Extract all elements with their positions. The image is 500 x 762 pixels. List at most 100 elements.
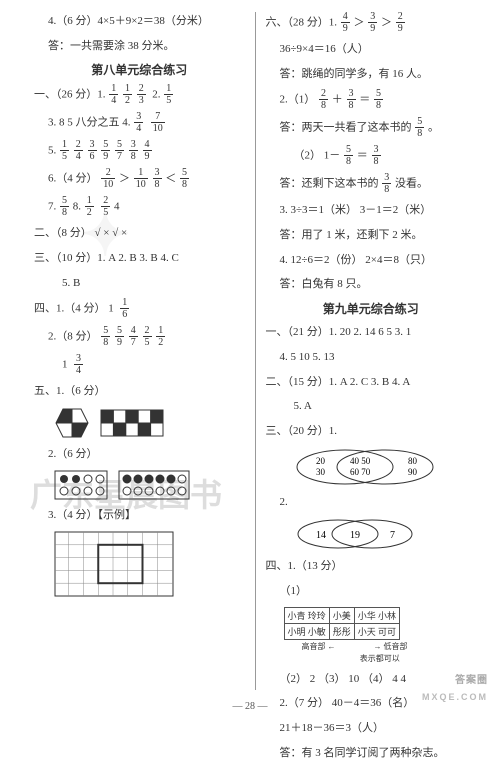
label: 8. bbox=[73, 201, 81, 213]
fraction: 49 bbox=[341, 12, 350, 34]
fraction: 23 bbox=[137, 84, 146, 106]
sec6-line: 六、（28 分）1. 49 ＞ 39 ＞ 29 bbox=[266, 12, 477, 34]
text-line: 一、（21 分）1. 20 2. 14 6 5 3. 1 bbox=[266, 323, 477, 342]
fraction: 710 bbox=[151, 112, 165, 134]
label: 没看。 bbox=[395, 178, 428, 190]
text-line: 答：有 3 名同学订阅了两种杂志。 bbox=[266, 744, 477, 762]
sec5-2-line: 2.（6 分） bbox=[34, 445, 245, 464]
fraction: 25 bbox=[143, 326, 152, 348]
table-cell: 小美 bbox=[329, 607, 354, 623]
table-cell: 彤彤 bbox=[329, 623, 354, 639]
fraction: 38 bbox=[382, 173, 391, 195]
fraction: 39 bbox=[368, 12, 377, 34]
text-line: 四、1.（13 分） bbox=[266, 557, 477, 576]
q7-line: 7. 58 8. 12 25 4 bbox=[34, 196, 245, 218]
page-container: 4.（6 分）4×5＋9×2＝38（分米） 答：一共需要涂 38 分米。 第八单… bbox=[0, 0, 500, 698]
venn-text: 60 70 bbox=[350, 467, 371, 477]
table-footer: 表示都可以 bbox=[284, 653, 477, 664]
sec5-line: 五、1.（6 分） bbox=[34, 382, 245, 401]
label: 6.（4 分） bbox=[48, 173, 98, 185]
shapes-row-1 bbox=[54, 407, 245, 439]
l6-line: （2） 1－ 58 ＝ 38 bbox=[266, 145, 477, 167]
venn-text: 40 50 bbox=[350, 456, 371, 466]
text-line: 5. A bbox=[266, 397, 477, 416]
label: 1 bbox=[62, 359, 68, 371]
fraction: 25 bbox=[101, 196, 110, 218]
venn-text: 20 bbox=[316, 456, 326, 466]
fraction: 59 bbox=[115, 326, 124, 348]
fraction: 58 bbox=[60, 196, 69, 218]
text-line: 4. 12÷6＝2（份） 2×4＝8（只） bbox=[266, 251, 477, 270]
left-column: 4.（6 分）4×5＋9×2＝38（分米） 答：一共需要涂 38 分米。 第八单… bbox=[28, 12, 256, 690]
text-line: 答：白兔有 8 只。 bbox=[266, 275, 477, 294]
right-column: 六、（28 分）1. 49 ＞ 39 ＞ 29 36÷9×4＝16（人） 答：跳… bbox=[256, 12, 483, 690]
unit9-title: 第九单元综合练习 bbox=[266, 300, 477, 317]
op: ＝ bbox=[359, 94, 370, 106]
text-line: 答：用了 1 米，还剩下 2 米。 bbox=[266, 226, 477, 245]
label: 六、（28 分）1. bbox=[266, 17, 338, 29]
text-line: （2） 2 （3） 10 （4） 4 4 bbox=[266, 670, 477, 689]
q5-line: 5. 15 24 36 59 57 38 49 bbox=[34, 140, 245, 162]
label: 答：还剩下这本书的 bbox=[280, 178, 379, 190]
text-line: （1） bbox=[266, 582, 477, 601]
fraction: 38 bbox=[372, 145, 381, 167]
fraction: 49 bbox=[143, 140, 152, 162]
text-line: 4. 5 10 5. 13 bbox=[266, 348, 477, 367]
label: 答：两天一共看了这本书的 bbox=[280, 122, 412, 134]
label: 5. bbox=[48, 145, 56, 157]
op: ＜ bbox=[165, 173, 176, 185]
fraction: 28 bbox=[319, 89, 328, 111]
fraction: 15 bbox=[60, 140, 69, 162]
sec4-2b-line: 1 34 bbox=[34, 354, 245, 376]
op: ＞ bbox=[354, 17, 365, 29]
l7-line: 答：还剩下这本书的 38 没看。 bbox=[266, 173, 477, 195]
venn-text: 30 bbox=[316, 467, 326, 477]
op: ＝ bbox=[357, 150, 368, 162]
q3-line: 3. 8 5 八分之五 4. 34 710 bbox=[34, 112, 245, 134]
table-cell: 小天 可可 bbox=[354, 623, 399, 639]
venn-text: 14 bbox=[316, 530, 326, 541]
grid-square-icon bbox=[54, 531, 174, 597]
text-line: 2.（7 分） 40－4＝36（名） bbox=[266, 694, 477, 713]
fraction: 12 bbox=[123, 84, 132, 106]
fraction: 12 bbox=[156, 326, 165, 348]
fraction: 58 bbox=[344, 145, 353, 167]
venn-diagram-1: 20 30 40 50 60 70 80 90 bbox=[290, 447, 477, 487]
label: 2.（1） bbox=[280, 94, 316, 106]
fraction: 34 bbox=[74, 354, 83, 376]
text-line: 二、（15 分）1. A 2. C 3. B 4. A bbox=[266, 373, 477, 392]
fraction: 57 bbox=[115, 140, 124, 162]
student-table: 小青 玲玲 小美 小华 小林 小明 小敏 彤彤 小天 可可 高音部 ← → 低音… bbox=[284, 607, 477, 664]
l4-line: 2.（1） 28 ＋ 38 ＝ 58 bbox=[266, 89, 477, 111]
grid-example bbox=[54, 531, 245, 597]
op: ＋ bbox=[332, 94, 343, 106]
text-line: 三、（20 分）1. bbox=[266, 422, 477, 441]
apples-box-icon bbox=[118, 470, 190, 500]
circles-box-icon bbox=[54, 470, 108, 500]
brace-label: 高音部 ← bbox=[284, 641, 354, 652]
fraction: 58 bbox=[101, 326, 110, 348]
fraction: 16 bbox=[120, 298, 129, 320]
sec3b-line: 5. B bbox=[34, 274, 245, 293]
label: 。 bbox=[428, 122, 439, 134]
venn-text: 90 bbox=[408, 467, 418, 477]
fraction: 38 bbox=[153, 168, 162, 190]
fraction: 58 bbox=[415, 117, 424, 139]
venn-text: 19 bbox=[350, 530, 360, 541]
grid-rect-icon bbox=[100, 409, 164, 437]
label: 四、1.（4 分） 1 bbox=[34, 303, 114, 315]
fraction: 24 bbox=[74, 140, 83, 162]
label: 2. bbox=[152, 89, 160, 101]
fraction: 210 bbox=[101, 168, 115, 190]
q1-line: 一、（26 分）1. 14 12 23 2. 15 bbox=[34, 84, 245, 106]
sec4-2-line: 2.（8 分） 58 59 47 25 12 bbox=[34, 326, 245, 348]
sec3-line: 三、（10 分）1. A 2. B 3. B 4. C bbox=[34, 249, 245, 268]
fraction: 15 bbox=[164, 84, 173, 106]
text-line: 3. 3÷3＝1（米） 3－1＝2（米） bbox=[266, 201, 477, 220]
fraction: 110 bbox=[134, 168, 148, 190]
fraction: 29 bbox=[396, 12, 405, 34]
fraction: 47 bbox=[129, 326, 138, 348]
q6-line: 6.（4 分） 210 ＞ 110 38 ＜ 58 bbox=[34, 168, 245, 190]
op: ＞ bbox=[119, 173, 130, 185]
text-line: 21＋18－36＝3（人） bbox=[266, 719, 477, 738]
